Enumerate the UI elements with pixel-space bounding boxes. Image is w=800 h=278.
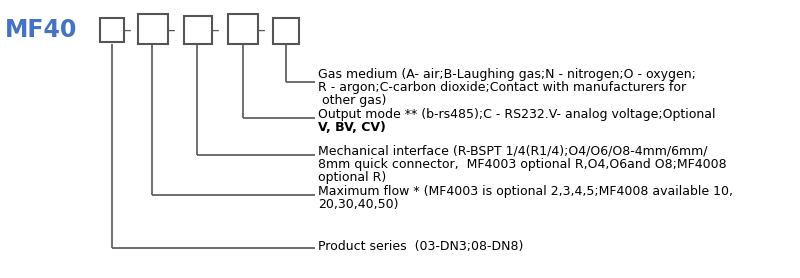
Bar (228, 14, 258, 44)
Text: Product series  (03-DN3;08-DN8): Product series (03-DN3;08-DN8) (318, 240, 523, 253)
Text: MF40: MF40 (5, 18, 78, 42)
Text: 20,30,40,50): 20,30,40,50) (318, 198, 398, 211)
Bar (138, 14, 168, 44)
Text: V, BV, CV): V, BV, CV) (318, 121, 386, 134)
Text: optional R): optional R) (318, 171, 386, 184)
Text: other gas): other gas) (318, 94, 386, 107)
Text: –: – (211, 23, 219, 38)
Text: –: – (257, 23, 265, 38)
Text: –: – (123, 23, 131, 38)
Text: Gas medium (A- air;B-Laughing gas;N - nitrogen;O - oxygen;: Gas medium (A- air;B-Laughing gas;N - ni… (318, 68, 696, 81)
Text: Output mode ** (b-rs485);C - RS232.V- analog voltage;Optional: Output mode ** (b-rs485);C - RS232.V- an… (318, 108, 715, 121)
Bar (273, 18, 299, 44)
Text: R - argon;C-carbon dioxide;Contact with manufacturers for: R - argon;C-carbon dioxide;Contact with … (318, 81, 686, 94)
Text: Mechanical interface (R-BSPT 1/4(R1/4);O4/O6/O8-4mm/6mm/: Mechanical interface (R-BSPT 1/4(R1/4);O… (318, 145, 707, 158)
Text: –: – (167, 23, 175, 38)
Bar (184, 16, 212, 44)
Text: 8mm quick connector,  MF4003 optional R,O4,O6and O8;MF4008: 8mm quick connector, MF4003 optional R,O… (318, 158, 726, 171)
Text: Maximum flow * (MF4003 is optional 2,3,4,5;MF4008 available 10,: Maximum flow * (MF4003 is optional 2,3,4… (318, 185, 733, 198)
Bar (100, 18, 124, 42)
